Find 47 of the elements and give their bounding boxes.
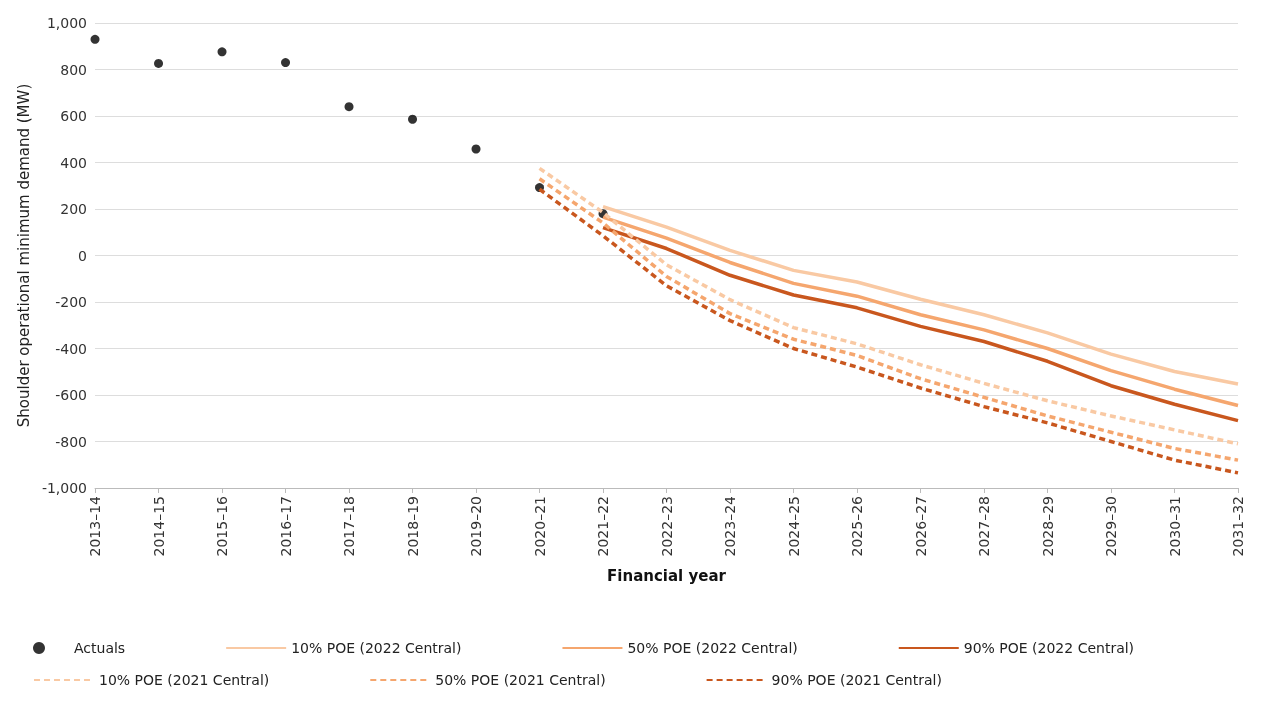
- x-tick-label: 2030–31: [1166, 496, 1183, 557]
- y-tick-label: -400: [55, 340, 88, 357]
- x-tick-label: 2014–15: [150, 496, 167, 557]
- x-tick-label: 2028–29: [1039, 496, 1056, 557]
- y-tick-label: 400: [60, 154, 88, 171]
- legend-label: 10% POE (2022 Central): [291, 640, 462, 656]
- point: [281, 58, 291, 68]
- y-tick-label: 800: [60, 61, 88, 78]
- y-tick-label: 600: [60, 108, 88, 124]
- x-tick-label: 2021–22: [595, 496, 612, 557]
- line-series: [601, 204, 1240, 386]
- x-tick-label: 2015–16: [214, 495, 231, 557]
- x-tick-label: 2026–27: [912, 496, 929, 557]
- x-tick-label: 2020–21: [531, 496, 548, 557]
- legend-label: 90% POE (2021 Central): [771, 672, 942, 688]
- point: [344, 102, 354, 112]
- point: [90, 34, 100, 44]
- x-tick-label: 2013–14: [87, 495, 104, 557]
- y-tick-label: -200: [55, 294, 88, 310]
- x-tick-label: 2027–28: [976, 496, 993, 557]
- x-tick-label: 2031–32: [1230, 496, 1246, 557]
- y-tick-label: 200: [60, 201, 88, 217]
- x-tick-label: 2024–25: [785, 496, 802, 557]
- x-tick-label: 2018–19: [404, 496, 421, 557]
- x-tick-label: 2029–30: [1103, 496, 1119, 557]
- legend-label: 10% POE (2021 Central): [99, 672, 270, 688]
- x-tick-label: 2019–20: [468, 496, 485, 557]
- legend-label: 50% POE (2021 Central): [435, 672, 606, 688]
- legend-label: Actuals: [74, 640, 126, 656]
- legend-label: 50% POE (2022 Central): [627, 640, 798, 656]
- y-tick-label: -1,000: [41, 480, 88, 496]
- y-tick-label: -800: [55, 433, 88, 450]
- x-tick-label: 2025–26: [849, 495, 866, 557]
- y-tick-label: -600: [55, 387, 88, 403]
- x-axis-title: Financial year: [607, 566, 727, 585]
- legend-label: 90% POE (2022 Central): [963, 640, 1135, 656]
- y-tick-label: 0: [78, 247, 88, 264]
- point: [471, 144, 481, 154]
- x-tick-label: 2016–17: [277, 496, 294, 557]
- point: [154, 58, 164, 68]
- x-tick-label: 2017–18: [341, 496, 358, 557]
- x-tick-label: 2022–23: [658, 496, 675, 557]
- point: [217, 47, 227, 57]
- y-tick-label: 1,000: [46, 15, 88, 31]
- y-axis-title: Shoulder operational minimum demand (MW): [14, 83, 33, 428]
- point: [408, 114, 418, 124]
- x-tick-label: 2023–24: [722, 495, 739, 557]
